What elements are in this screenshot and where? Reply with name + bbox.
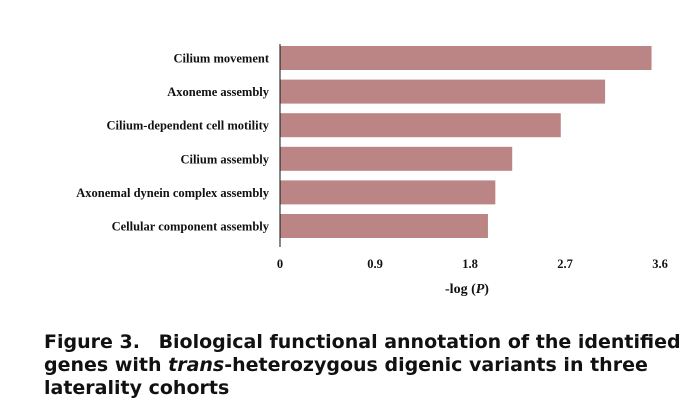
caption-italic: trans: [168, 354, 225, 376]
x-tick-labels: 0 0.9 1.8 2.7 3.6: [277, 257, 668, 271]
x-tick-label: 1.8: [462, 257, 478, 271]
caption-text-before: Biological functional annotation of the …: [44, 331, 681, 376]
bar-chart: Cilium movement Axoneme assembly Cilium-de…: [76, 44, 668, 297]
bar-cilium-movement: [280, 46, 652, 70]
x-tick-label: 2.7: [557, 257, 573, 271]
category-label: Axonemal dynein complex assembly: [76, 186, 269, 200]
bars-group: [280, 46, 652, 238]
x-axis-label: -log (P): [445, 282, 489, 297]
caption-text-after: -heterozygous digenic variants in three …: [44, 354, 648, 399]
bar-cilium-assembly: [280, 146, 513, 171]
category-label: Cilium assembly: [180, 152, 269, 166]
category-label: Cilium movement: [174, 52, 270, 66]
bar-axoneme-assembly: [280, 79, 606, 104]
category-label: Cellular component assembly: [112, 220, 270, 234]
category-labels: Cilium movement Axoneme assembly Cilium-de…: [76, 52, 270, 234]
category-label: Axoneme assembly: [167, 85, 269, 99]
x-tick-label: 0.9: [367, 257, 383, 271]
bar-cilium-dependent-cell-motility: [280, 113, 561, 138]
figure-caption: Figure 3. Biological functional annotati…: [44, 331, 684, 400]
category-label: Cilium-dependent cell motility: [107, 119, 270, 133]
figure-label: Figure 3.: [44, 331, 140, 353]
x-tick-label: 3.6: [652, 257, 668, 271]
bar-axonemal-dynein-complex-assembly: [280, 180, 496, 205]
bar-cellular-component-assembly: [280, 214, 488, 238]
x-tick-label: 0: [277, 257, 283, 271]
